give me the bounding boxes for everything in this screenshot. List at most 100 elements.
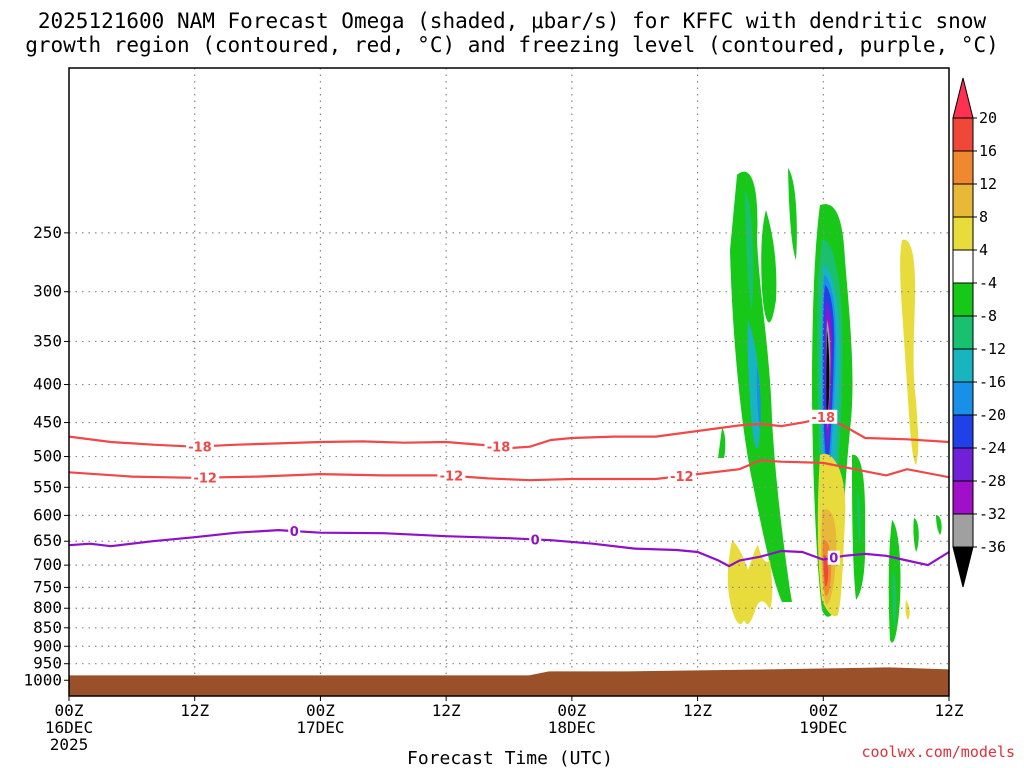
- contour-label-bg: [191, 470, 220, 485]
- temperature-contours: -18 -18 -18 -12 -12 -12 0 0 0: [69, 409, 949, 568]
- y-tick-label: 500: [33, 447, 62, 466]
- y-tick-label: 700: [33, 555, 62, 574]
- colorbar-bin: [952, 150, 974, 185]
- omega-region-cyan-west: [747, 320, 761, 449]
- omega-region-yellow-east: [900, 239, 919, 465]
- contour-label: 0: [829, 552, 838, 567]
- x-tick-label: 16DEC: [45, 718, 93, 737]
- colorbar-label: -4: [979, 274, 997, 292]
- colorbar-label: 4: [979, 241, 988, 259]
- colorbar-bin: [952, 216, 974, 251]
- omega-region-blue-west: [756, 365, 761, 430]
- y-tick-label: 400: [33, 375, 62, 394]
- colorbar-bin: [952, 447, 974, 482]
- x-tick-label: 00Z: [306, 701, 335, 720]
- omega-region-black-core: [826, 330, 830, 422]
- colorbar-bin: [952, 414, 974, 449]
- contour-label-bg: [827, 550, 840, 565]
- x-axis-label: Forecast Time (UTC): [407, 748, 613, 768]
- colorbar-label: -32: [979, 505, 1006, 523]
- colorbar-bin: [952, 315, 974, 350]
- contour-label-bg: [809, 409, 838, 424]
- omega-region-green-west: [730, 171, 792, 602]
- y-tick-label: 650: [33, 531, 62, 550]
- chart-title-line1: 2025121600 NAM Forecast Omega (shaded, μ…: [38, 9, 987, 33]
- terrain-surface: [69, 667, 949, 696]
- colorbar-label: -28: [979, 472, 1006, 490]
- x-tick-label: 00Z: [557, 701, 586, 720]
- credit-text: coolwx.com/models: [861, 743, 1015, 761]
- contour-line: [69, 459, 949, 482]
- contour-label-bg: [484, 439, 513, 454]
- omega-region-green-top: [788, 168, 797, 260]
- x-tick-label: 00Z: [55, 701, 84, 720]
- colorbar-bin: [952, 480, 974, 515]
- y-tick-label: 550: [33, 477, 62, 496]
- contour-label: -12: [193, 472, 217, 487]
- contour-label: 0: [290, 525, 299, 540]
- x-tick-label: 12Z: [935, 701, 964, 720]
- colorbar-bin: [952, 381, 974, 416]
- y-tick-label: 350: [33, 331, 62, 350]
- contour-line: [69, 528, 949, 568]
- contour-label-bg: [185, 439, 214, 454]
- y-tick-label: 850: [33, 618, 62, 637]
- colorbar-bin: [952, 513, 974, 548]
- colorbar-label: -12: [979, 340, 1006, 358]
- colorbar-label: 16: [979, 142, 997, 160]
- colorbar-label: -16: [979, 373, 1006, 391]
- omega-region-green-speck-east: [913, 518, 919, 552]
- contour-label: -12: [440, 470, 464, 485]
- contour-label-bg: [667, 468, 696, 483]
- colorbar-label: 8: [979, 208, 988, 226]
- omega-region-green-west-2: [761, 210, 777, 323]
- x-tick-label: 18DEC: [548, 718, 596, 737]
- chart-title-line2: growth region (contoured, red, °C) and f…: [25, 33, 999, 57]
- y-tick-label: 250: [33, 223, 62, 242]
- x-tick-label: 2025: [50, 735, 89, 754]
- omega-region-green-speck: [718, 428, 726, 458]
- omega-region-red-core: [823, 555, 829, 587]
- omega-region-seagreen-west: [745, 190, 754, 310]
- contour-label: -18: [487, 441, 511, 456]
- contour-label: -18: [188, 440, 212, 455]
- colorbar-bin: [952, 183, 974, 218]
- x-tick-label: 12Z: [683, 701, 712, 720]
- colorbar-bin: [952, 282, 974, 317]
- colorbar-label: -20: [979, 406, 1006, 424]
- y-tick-label: 750: [33, 577, 62, 596]
- colorbar: 20 16 12 8 4 -4 -8 -12 -16 -20 -24 -28 -32 -36: [952, 77, 1006, 588]
- contour-label-bg: [288, 524, 301, 539]
- x-tick-label: 12Z: [432, 701, 461, 720]
- colorbar-bin: [952, 249, 974, 284]
- y-tick-label: 600: [33, 505, 62, 524]
- y-tick-label: 800: [33, 598, 62, 617]
- omega-region-seagreen-east: [857, 490, 861, 545]
- grid-lines: [69, 68, 949, 696]
- colorbar-label: -24: [979, 439, 1006, 457]
- y-tick-label: 950: [33, 654, 62, 673]
- y-tick-label: 900: [33, 636, 62, 655]
- omega-region-seagreen-far-east: [892, 570, 897, 630]
- terrain-fill: [69, 667, 949, 696]
- plot-background: [69, 68, 949, 696]
- plot-frame: [68, 67, 950, 697]
- colorbar-label: -8: [979, 307, 997, 325]
- contour-label-bg: [437, 468, 466, 483]
- contour-label: -18: [812, 411, 836, 426]
- colorbar-bin: [952, 117, 974, 152]
- y-tick-label: 450: [33, 413, 62, 432]
- colorbar-label: 20: [979, 109, 997, 127]
- omega-region-green-speck-right: [936, 515, 942, 535]
- plot-area: -18 -18 -18 -12 -12 -12 0 0 0: [69, 68, 949, 696]
- colorbar-label: -36: [979, 538, 1006, 556]
- x-tick-label: 19DEC: [799, 718, 847, 737]
- colorbar-bin: [952, 348, 974, 383]
- x-tick-label: 00Z: [809, 701, 838, 720]
- x-tick-label: 17DEC: [296, 718, 344, 737]
- omega-region-yellow-speck: [905, 600, 910, 620]
- colorbar-label: 12: [979, 175, 997, 193]
- contour-label-bg: [529, 532, 542, 547]
